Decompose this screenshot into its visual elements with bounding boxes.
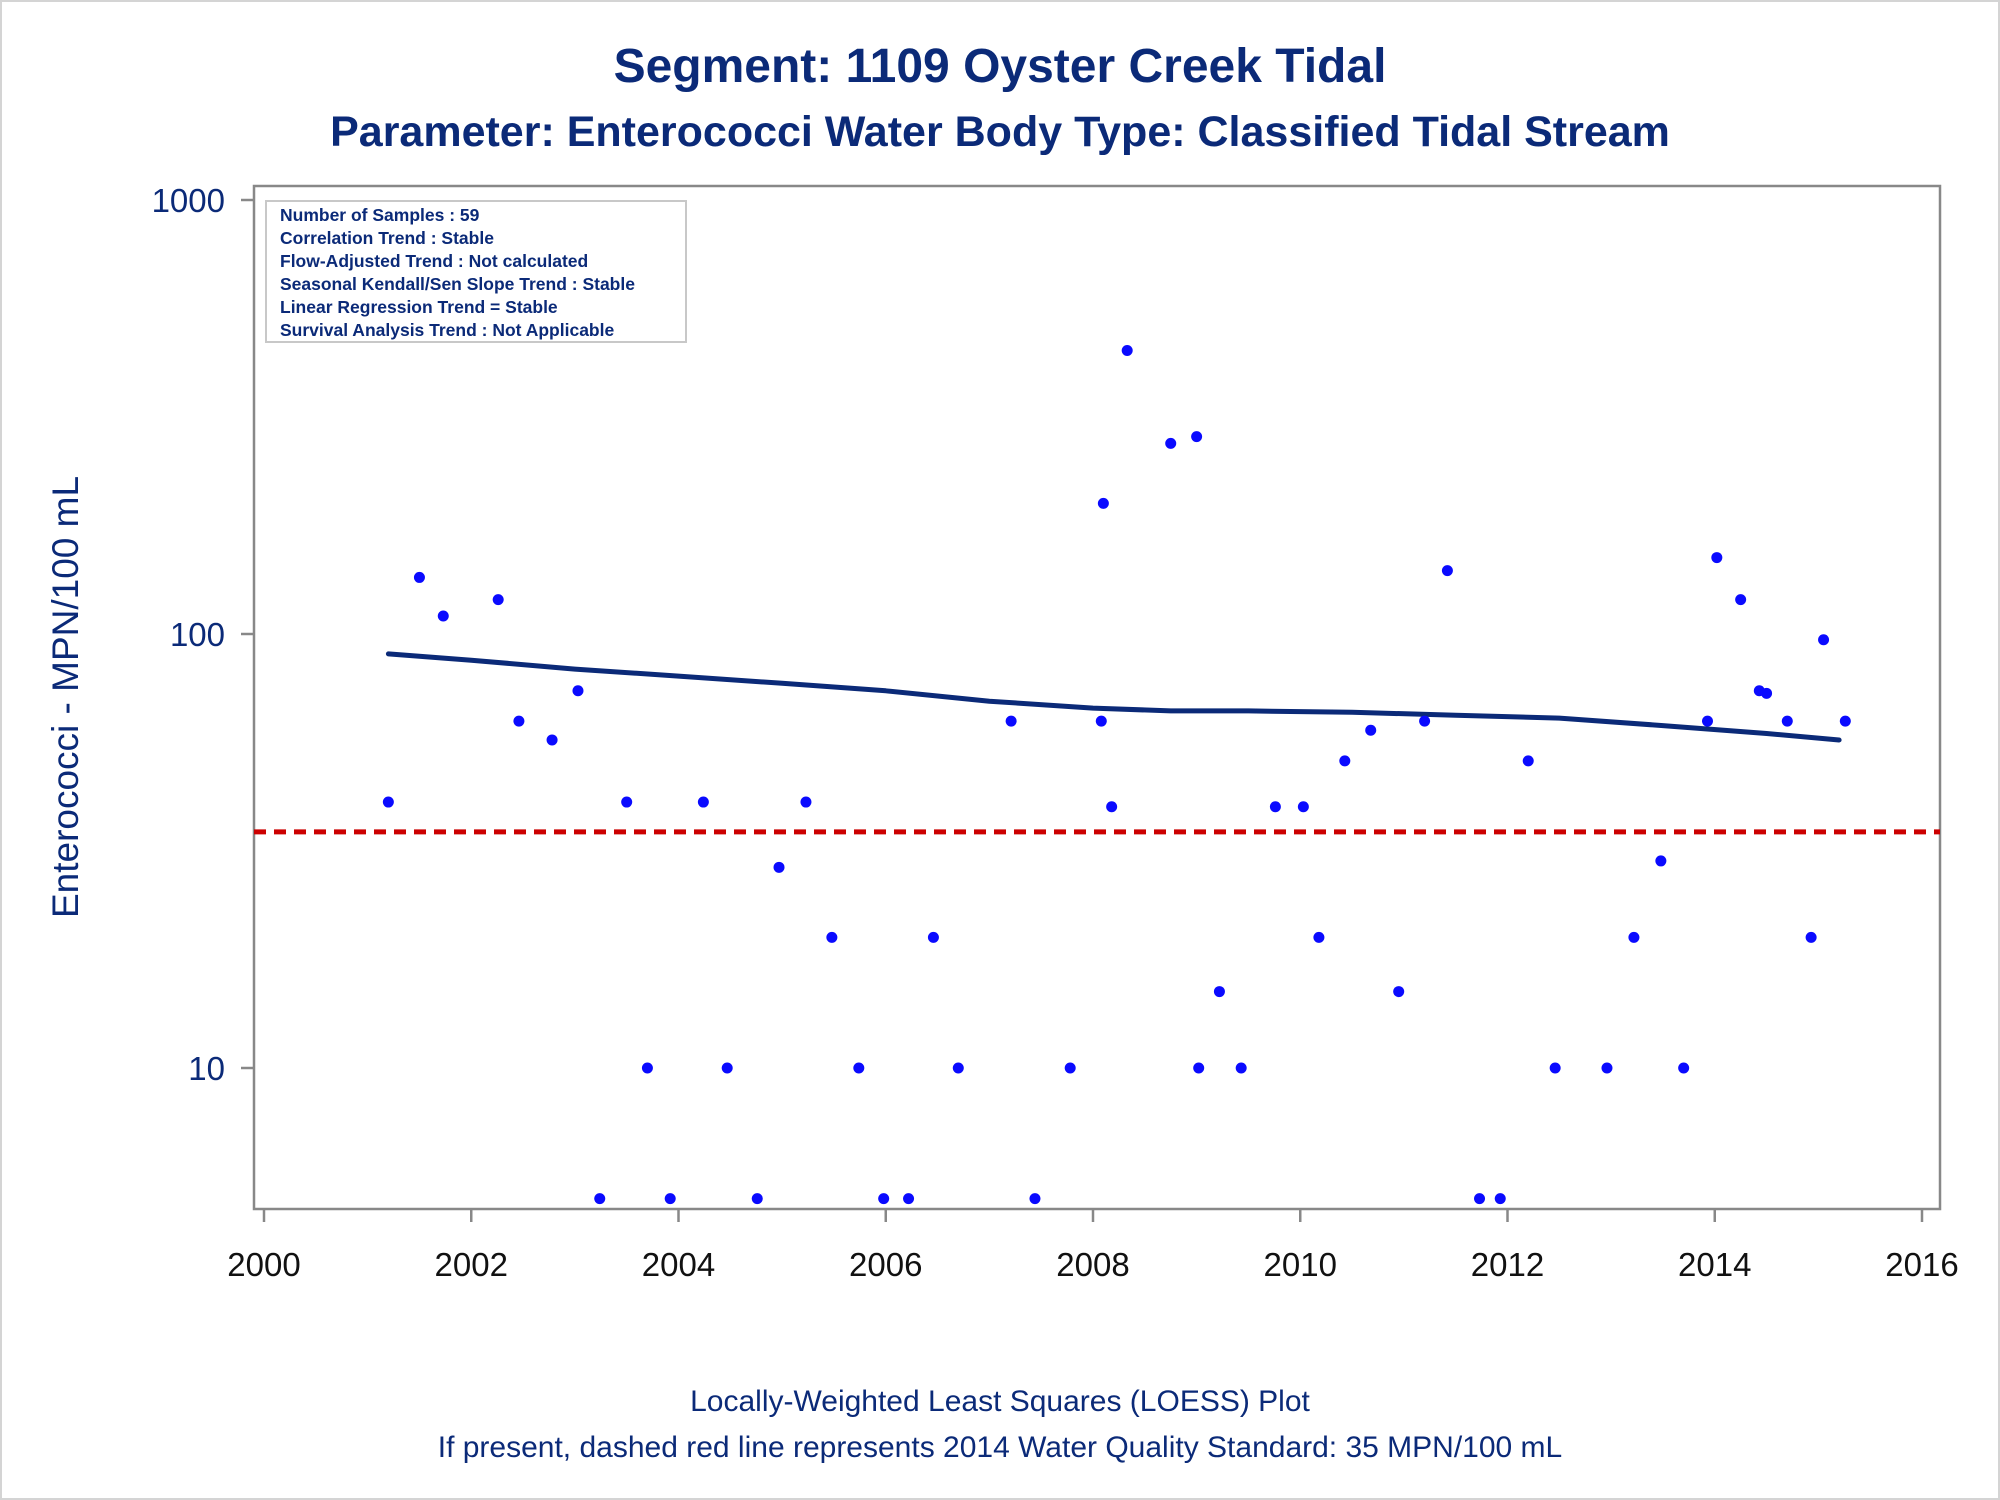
data-point [826,931,838,943]
data-point [1818,634,1830,646]
plot-area: 2000 2002 2004 2006 2008 2010 2012 2014 2016 10 10… [152,182,1959,1283]
data-point [1711,552,1723,564]
data-point [492,594,504,606]
data-point [1601,1062,1613,1074]
data-point [952,1062,964,1074]
data-point [853,1062,865,1074]
stats-line: Seasonal Kendall/Sen Slope Trend : Stabl… [280,274,635,294]
y-axis-label: Enterococci - MPN/100 mL [45,476,86,918]
y-tick-label: 1000 [152,182,225,219]
data-point [1097,497,1109,509]
data-point [1494,1193,1506,1205]
data-point [773,861,785,873]
data-point [1064,1062,1076,1074]
data-point [1365,724,1377,736]
data-point [800,796,812,808]
y-tick-label: 100 [170,616,225,653]
data-point [1678,1062,1690,1074]
data-point [1121,345,1133,357]
data-point [382,796,394,808]
data-point [1441,565,1453,577]
data-point [878,1193,890,1205]
data-point [1761,687,1773,699]
data-point [1269,801,1281,813]
data-point [1095,715,1107,727]
data-point [1735,594,1747,606]
data-point [1106,801,1118,813]
data-point [903,1193,915,1205]
data-point [1191,431,1203,443]
x-tick-label: 2000 [227,1246,300,1283]
data-point [572,685,584,697]
data-point [697,796,709,808]
data-point [437,610,449,622]
data-point [721,1062,733,1074]
footnote-loess: Locally-Weighted Least Squares (LOESS) P… [690,1385,1310,1418]
x-tick-label: 2016 [1885,1246,1958,1283]
stats-line: Flow-Adjusted Trend : Not calculated [280,251,588,271]
x-tick-label: 2014 [1678,1246,1751,1283]
stats-line: Number of Samples : 59 [280,205,480,225]
x-tick-label: 2008 [1056,1246,1129,1283]
data-point [513,715,525,727]
loess-line [385,651,1842,743]
stats-box [265,200,687,343]
data-point [1628,931,1640,943]
stats-line: Linear Regression Trend = Stable [280,297,558,317]
data-point [1193,1062,1205,1074]
data-point [594,1193,606,1205]
data-point [1805,931,1817,943]
stats-line: Survival Analysis Trend : Not Applicable [280,320,614,340]
chart-title: Segment: 1109 Oyster Creek Tidal [614,40,1387,93]
data-point [413,571,425,583]
data-point [1474,1193,1486,1205]
data-point [546,734,558,746]
data-point [1297,801,1309,813]
data-point [1339,755,1351,767]
data-point [1419,715,1431,727]
data-point [1213,986,1225,998]
data-point [1839,715,1851,727]
footnote-standard: If present, dashed red line represents 2… [438,1431,1563,1464]
data-point [1393,986,1405,998]
x-tick-label: 2004 [642,1246,715,1283]
data-point [641,1062,653,1074]
chart-subtitle: Parameter: Enterococci Water Body Type: … [330,108,1670,156]
data-point [664,1193,676,1205]
stats-line: Correlation Trend : Stable [280,228,494,248]
data-point [1655,855,1667,867]
data-point [1549,1062,1561,1074]
data-point [621,796,633,808]
data-point [1522,755,1534,767]
data-point [1235,1062,1247,1074]
x-tick-label: 2012 [1471,1246,1544,1283]
x-tick-label: 2006 [849,1246,922,1283]
data-point [1313,931,1325,943]
data-point [1781,715,1793,727]
x-tick-label: 2002 [435,1246,508,1283]
data-point [927,931,939,943]
plot-border [252,184,1942,1211]
x-tick-label: 2010 [1264,1246,1337,1283]
data-point [751,1193,763,1205]
y-tick-label: 10 [188,1050,225,1087]
data-point [1165,437,1177,449]
data-point [1005,715,1017,727]
data-point [1029,1193,1041,1205]
data-point [1701,715,1713,727]
